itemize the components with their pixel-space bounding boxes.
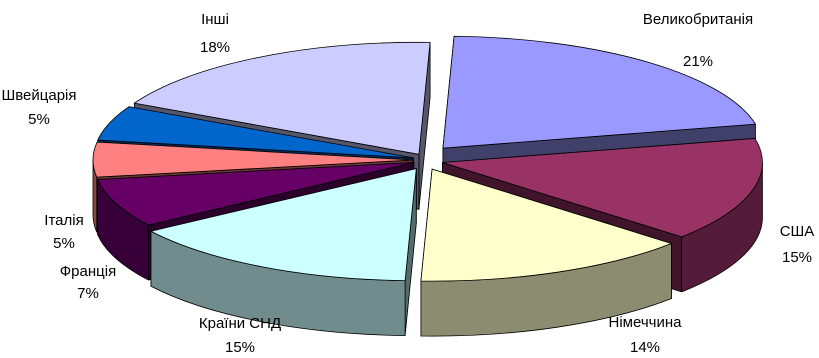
slice-top-7 (133, 41, 431, 155)
slice-top-5 (92, 141, 414, 178)
pie-labels: Великобританія 21% США 15% Німеччина 14% Країн… (2, 11, 815, 356)
slice-top-3 (150, 168, 417, 281)
slice-name-label-3: Країни СНД (199, 315, 281, 332)
slice-percent-label-3: 15% (225, 339, 255, 356)
slice-percent-label-5: 5% (53, 235, 75, 252)
slice-name-label-4: Франція (60, 263, 116, 280)
slice-percent-label-2: 14% (630, 339, 660, 356)
slice-percent-label-1: 15% (782, 249, 812, 266)
slice-top-4 (97, 162, 415, 226)
slice-percent-label-4: 7% (77, 285, 99, 302)
slice-name-label-2: Німеччина (609, 314, 683, 331)
slice-percent-label-6: 5% (28, 111, 50, 128)
pie-tops (92, 35, 763, 282)
slice-top-1 (442, 138, 763, 238)
slice-top-2 (420, 168, 672, 282)
slice-percent-label-0: 21% (683, 53, 713, 70)
slice-name-label-1: США (780, 223, 815, 240)
slice-name-label-5: Італія (44, 212, 83, 229)
slice-name-label-6: Швейцарія (2, 87, 77, 104)
slice-top-6 (97, 106, 414, 159)
slice-top-0 (442, 35, 756, 149)
slice-percent-label-7: 18% (200, 39, 230, 56)
slice-name-label-0: Великобританія (643, 11, 753, 28)
slice-name-label-7: Інші (201, 11, 229, 28)
